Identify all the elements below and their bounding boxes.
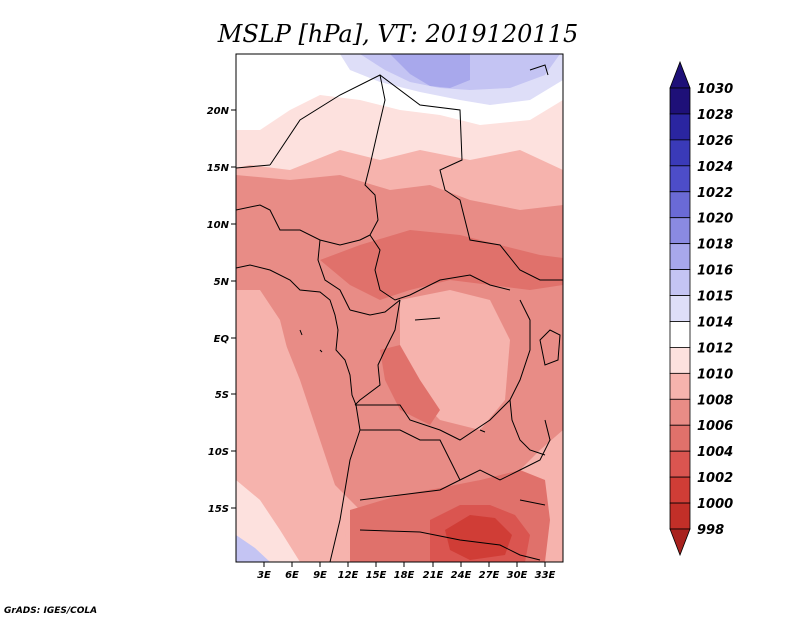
field-1018-north [390, 54, 470, 88]
lat-tick-label: 10S [208, 447, 229, 458]
lat-tick-label: 15S [208, 504, 229, 515]
grads-credit: GrADS: IGES/COLA [4, 606, 97, 616]
colorbar-cell [669, 165, 691, 193]
pressure-field [236, 54, 563, 562]
colorbar-label: 1015 [697, 290, 733, 305]
lake-marks [299, 317, 546, 506]
colorbar-label: 1028 [697, 108, 733, 123]
colorbar-label: 1002 [697, 471, 733, 486]
chart-title: MSLP [hPa], VT: 2019120115 [217, 20, 578, 48]
border-line-drc [355, 299, 531, 441]
lon-tick-label: 27E [479, 570, 500, 581]
border-line-chad [364, 74, 386, 236]
colorbar-cell [669, 502, 691, 530]
field-1016-southwest [236, 535, 270, 562]
lat-tick-label: 15N [207, 163, 230, 174]
colorbar-label: 1010 [697, 367, 733, 382]
lon-tick-label: 18E [394, 570, 415, 581]
colorbar-label: 1026 [697, 134, 733, 149]
colorbar: 1030 1028 1026 1024 1022 1020 1018 1016 1015 1014… [669, 60, 733, 557]
country-borders [236, 64, 563, 562]
border-line-namibia [359, 529, 541, 561]
lat-tick-label: 5N [214, 277, 230, 288]
colorbar-cell [669, 295, 691, 322]
lon-tick-label: 9E [313, 570, 327, 581]
border-line-nigeria [317, 239, 351, 311]
colorbar-label: 1014 [697, 315, 733, 330]
latitude-axis: 20N 15N 10N 5N EQ 5S 10S 15S [207, 106, 236, 515]
colorbar-cell [669, 372, 691, 400]
colorbar-cell [669, 217, 691, 245]
field-ocean-gulf [236, 300, 270, 345]
colorbar-label: 1022 [697, 186, 733, 201]
border-line-car [369, 234, 511, 301]
lon-tick-label: 6E [285, 570, 299, 581]
lon-tick-label: 24E [451, 570, 472, 581]
lat-tick-label: 10N [207, 220, 230, 231]
colorbar-label: 1024 [697, 160, 733, 175]
colorbar-label: 998 [697, 523, 724, 538]
border-line-angola [359, 429, 461, 501]
colorbar-cell [669, 398, 691, 426]
lake-victoria [539, 329, 561, 366]
colorbar-cell [669, 269, 691, 296]
colorbar-label: 1004 [697, 445, 733, 460]
colorbar-label: 1016 [697, 264, 733, 279]
colorbar-label: 1018 [697, 238, 733, 253]
colorbar-cell [669, 243, 691, 270]
lat-tick-label: EQ [214, 334, 230, 345]
colorbar-label: 1012 [697, 341, 733, 356]
colorbar-label: 1008 [697, 393, 733, 408]
border-line-niger [236, 204, 371, 246]
border-line-north [269, 74, 563, 281]
colorbar-cell [669, 87, 691, 115]
colorbar-cell [669, 321, 691, 348]
colorbar-cell [669, 476, 691, 504]
colorbar-cell [669, 191, 691, 219]
field-1006-congo [380, 345, 440, 425]
lon-tick-label: 33E [535, 570, 556, 581]
colorbar-cell [669, 139, 691, 167]
lon-tick-label: 30E [507, 570, 528, 581]
map-frame [235, 53, 564, 563]
lon-tick-label: 21E [423, 570, 444, 581]
colorbar-cell [669, 450, 691, 478]
coast-nile-delta [529, 64, 549, 76]
border-line-cameroon [349, 299, 401, 316]
lon-tick-label: 12E [338, 570, 359, 581]
lon-tick-label: 3E [257, 570, 271, 581]
lat-tick-label: 5S [215, 390, 229, 401]
border-line-nw [236, 164, 271, 169]
field-1012-southwest [236, 480, 300, 562]
lon-tick-label: 15E [366, 570, 387, 581]
field-1010-west [236, 290, 350, 562]
colorbar-cells [669, 87, 691, 530]
colorbar-label: 1000 [697, 497, 733, 512]
border-line-zambia [459, 419, 551, 481]
colorbar-cell [669, 347, 691, 374]
colorbar-bottom-arrow [669, 528, 691, 557]
field-1002-south [445, 515, 512, 560]
border-line-lake [509, 399, 546, 456]
colorbar-label: 1020 [697, 212, 733, 227]
lat-tick-label: 20N [207, 106, 230, 117]
longitude-axis: 3E 6E 9E 12E 15E 18E 21E 24E 27E 30E 33E [257, 562, 556, 581]
colorbar-cell [669, 424, 691, 452]
colorbar-cell [669, 113, 691, 141]
colorbar-top-arrow [669, 60, 691, 89]
colorbar-label: 1006 [697, 419, 733, 434]
coastline-west [236, 264, 361, 562]
border-line-congo [354, 299, 401, 406]
colorbar-labels: 1030 1028 1026 1024 1022 1020 1018 1016 1015 1014… [697, 82, 733, 538]
colorbar-label: 1030 [697, 82, 733, 97]
